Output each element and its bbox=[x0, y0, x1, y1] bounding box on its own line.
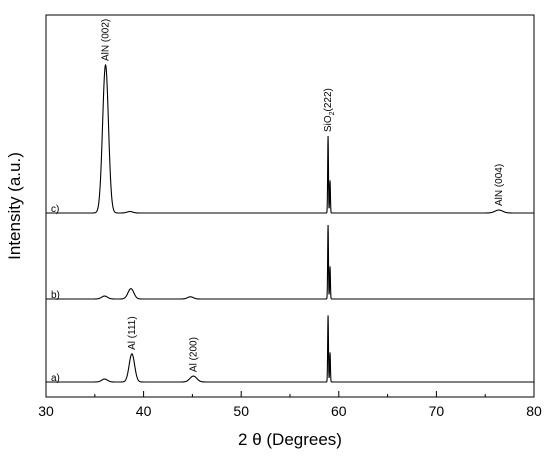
x-tick-label: 40 bbox=[136, 403, 152, 419]
series-label: c) bbox=[51, 204, 59, 215]
traces: a) b) c) bbox=[46, 63, 534, 384]
series-line-c bbox=[46, 63, 534, 214]
x-tick-label: 80 bbox=[526, 403, 542, 419]
series-label: a) bbox=[51, 373, 60, 384]
peak-annotation: AlN (002) bbox=[101, 19, 112, 61]
sio2-annotation: SiO2(222) bbox=[323, 88, 336, 132]
x-tick-label: 60 bbox=[331, 403, 347, 419]
x-tick-label: 70 bbox=[429, 403, 445, 419]
x-tick-label: 30 bbox=[38, 403, 54, 419]
series-line-a bbox=[46, 315, 534, 383]
sio2-suffix: (222) bbox=[323, 88, 334, 111]
x-ticks: 30 40 50 60 70 80 bbox=[38, 391, 542, 419]
peak-annotation: Al (200) bbox=[188, 337, 199, 372]
peak-annotation: AlN (004) bbox=[494, 164, 505, 206]
series-line-b bbox=[46, 224, 534, 300]
x-axis-label: 2 θ (Degrees) bbox=[238, 430, 342, 449]
series-label: b) bbox=[51, 290, 60, 301]
sio2-base: S bbox=[323, 125, 334, 132]
annotations: AlN (002) AlN (004) Al (111) Al (200) SiO2(2… bbox=[101, 19, 505, 372]
x-tick-label: 50 bbox=[233, 403, 249, 419]
sio2-main: iO bbox=[323, 115, 334, 125]
peak-annotation: Al (111) bbox=[127, 316, 138, 350]
plot-frame bbox=[45, 14, 535, 398]
sio2-sub: 2 bbox=[329, 111, 336, 115]
y-axis-label: Intensity (a.u.) bbox=[5, 152, 24, 260]
